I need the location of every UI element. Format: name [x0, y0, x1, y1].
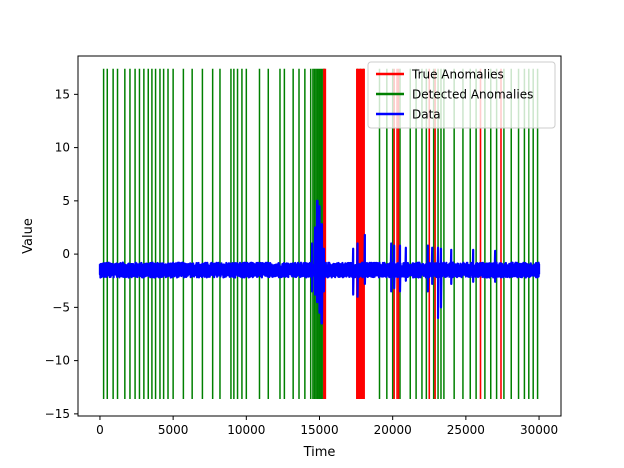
legend: True Anomalies Detected Anomalies Data [367, 61, 556, 129]
legend-box [367, 61, 556, 129]
legend-label: True Anomalies [411, 68, 504, 82]
y-axis-label: Value [21, 218, 36, 254]
legend-label: Detected Anomalies [412, 88, 533, 102]
x-tick-label: 0 [96, 423, 104, 437]
y-tick-label: 0 [62, 247, 70, 261]
y-tick-label: 15 [55, 87, 70, 101]
x-tick-label: 20000 [374, 423, 412, 437]
y-tick-label: 5 [62, 194, 70, 208]
y-tick-label: 10 [55, 141, 70, 155]
y-tick-label: −10 [45, 354, 70, 368]
data-series [98, 199, 541, 325]
axes: 0 5000 10000 15000 20000 25000 30000 −15 −10 −5 0 5… [45, 55, 562, 437]
x-tick-label: 5000 [158, 423, 189, 437]
legend-label: Data [412, 108, 441, 122]
x-axis-label: Time [303, 445, 336, 460]
x-tick-label: 15000 [300, 423, 338, 437]
x-tick-label: 10000 [227, 423, 265, 437]
y-tick-label: −15 [45, 407, 70, 421]
data-line [98, 199, 541, 325]
y-tick-label: −5 [52, 300, 70, 314]
x-tick-label: 30000 [520, 423, 558, 437]
x-tick-label: 25000 [447, 423, 485, 437]
